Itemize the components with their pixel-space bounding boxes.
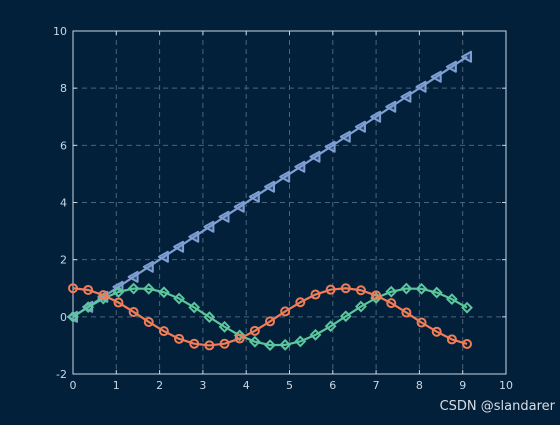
y-tick-label: 10	[53, 25, 67, 38]
y-tick-label: 6	[60, 139, 67, 152]
x-tick-label: 8	[416, 379, 423, 392]
x-tick-label: 9	[459, 379, 466, 392]
y-tick-label: 2	[60, 254, 67, 267]
watermark: CSDN @slandarer	[440, 399, 555, 414]
x-tick-label: 1	[113, 379, 120, 392]
x-tick-label: 3	[199, 379, 206, 392]
x-tick-label: 4	[243, 379, 250, 392]
x-tick-label: 5	[286, 379, 293, 392]
y-tick-label: 8	[60, 82, 67, 95]
x-tick-label: 0	[70, 379, 77, 392]
x-tick-label: 7	[373, 379, 380, 392]
y-tick-label: -2	[56, 368, 67, 381]
y-tick-label: 4	[60, 197, 67, 210]
x-tick-label: 2	[156, 379, 163, 392]
x-tick-label: 6	[329, 379, 336, 392]
x-tick-label: 10	[499, 379, 513, 392]
y-tick-label: 0	[60, 311, 67, 324]
